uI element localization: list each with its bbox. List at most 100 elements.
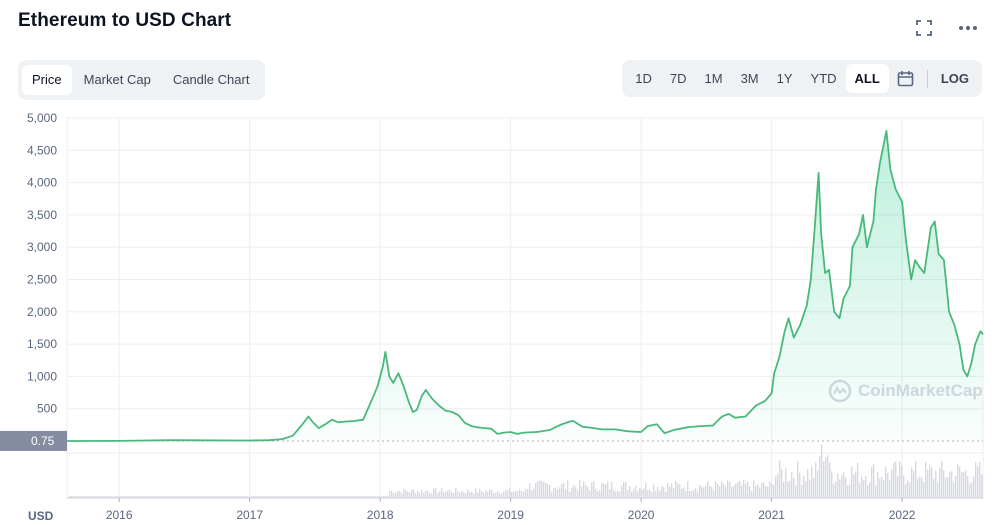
volume-bar (819, 455, 821, 498)
tab-price[interactable]: Price (22, 65, 72, 95)
volume-bar (909, 482, 911, 498)
volume-bar (315, 496, 317, 498)
volume-bar (683, 487, 685, 498)
volume-bar (497, 491, 499, 498)
volume-bar (669, 486, 671, 498)
volume-bar (731, 487, 733, 498)
volume-bar (843, 472, 845, 498)
calendar-icon[interactable] (889, 64, 923, 93)
volume-bar (885, 466, 887, 498)
volume-bar (327, 496, 329, 498)
start-value-label: 0.75 (31, 434, 55, 448)
volume-bar (535, 482, 537, 498)
y-tick-label: 4,500 (27, 143, 57, 157)
range-ytd[interactable]: YTD (810, 71, 837, 86)
volume-bar (739, 481, 741, 498)
volume-bar (875, 485, 877, 498)
volume-bar (687, 481, 689, 498)
price-line (66, 130, 984, 442)
volume-bar (895, 461, 897, 498)
tab-market-cap[interactable]: Market Cap (83, 72, 151, 87)
range-1y[interactable]: 1Y (776, 71, 793, 86)
volume-bar (975, 462, 977, 498)
y-tick-label: 5,000 (27, 111, 57, 125)
volume-bar (979, 461, 981, 498)
volume-bar (923, 481, 925, 498)
volume-bar (727, 480, 729, 498)
volume-bar (803, 475, 805, 498)
volume-bar (467, 489, 469, 498)
range-3m[interactable]: 3M (740, 71, 759, 86)
volume-bar (913, 470, 915, 498)
fullscreen-icon[interactable] (914, 18, 934, 38)
volume-bar (491, 490, 493, 498)
volume-bar (723, 483, 725, 498)
volume-bar (607, 481, 609, 498)
volume-bar (707, 481, 709, 498)
volume-bar (141, 496, 143, 498)
volume-bar (269, 496, 271, 498)
volume-bar (637, 491, 639, 498)
volume-bar (255, 496, 257, 498)
volume-bar (831, 471, 833, 498)
volume-bar (849, 484, 851, 498)
volume-bar (795, 485, 797, 498)
volume-bar (599, 490, 601, 498)
volume-bar (321, 496, 323, 498)
volume-bar (375, 496, 377, 498)
volume-bar (85, 496, 87, 498)
coinmarketcap-watermark: CoinMarketCap (828, 379, 983, 403)
log-scale-toggle[interactable]: LOG (940, 71, 969, 86)
volume-bar (373, 496, 375, 498)
volume-bar (631, 491, 633, 498)
volume-bar (539, 480, 541, 498)
volume-bar (537, 481, 539, 498)
volume-bar (427, 491, 429, 498)
volume-bar (647, 490, 649, 498)
volume-bar (263, 496, 265, 498)
volume-bar (863, 480, 865, 498)
volume-bar (169, 496, 171, 498)
volume-bar (807, 468, 809, 498)
tab-candle-chart[interactable]: Candle Chart (172, 72, 250, 87)
volume-bar (741, 485, 743, 498)
volume-bar (973, 476, 975, 498)
volume-bar (545, 483, 547, 498)
y-tick-label: 2,000 (27, 305, 57, 319)
volume-bar (577, 490, 579, 498)
volume-bar (729, 481, 731, 498)
volume-bar (949, 471, 951, 498)
volume-bar (689, 491, 691, 498)
volume-bar (325, 496, 327, 498)
volume-bar (335, 496, 337, 498)
volume-bar (401, 493, 403, 498)
volume-bar (551, 491, 553, 498)
x-tick-label: 2022 (889, 508, 916, 522)
volume-bar (715, 481, 717, 498)
volume-bar (363, 496, 365, 498)
range-1d[interactable]: 1D (635, 71, 652, 86)
volume-bar (245, 496, 247, 498)
volume-bar (333, 496, 335, 498)
volume-bar (297, 496, 299, 498)
range-all[interactable]: ALL (845, 64, 889, 93)
more-icon[interactable] (958, 18, 978, 38)
range-1m[interactable]: 1M (704, 71, 723, 86)
volume-bar (571, 487, 573, 498)
volume-bar (663, 487, 665, 498)
volume-bar (487, 491, 489, 498)
volume-bar (839, 479, 841, 498)
volume-bar (541, 480, 543, 498)
volume-bar (621, 485, 623, 498)
volume-bar (969, 483, 971, 498)
volume-bar (77, 496, 79, 498)
volume-bar (847, 485, 849, 498)
volume-bar (601, 483, 603, 498)
volume-bar (347, 496, 349, 498)
x-tick-label: 2016 (106, 508, 133, 522)
volume-bar (159, 496, 161, 498)
volume-bar (345, 496, 347, 498)
range-7d[interactable]: 7D (669, 71, 687, 86)
volume-bar (543, 481, 545, 498)
volume-bar (519, 488, 521, 498)
